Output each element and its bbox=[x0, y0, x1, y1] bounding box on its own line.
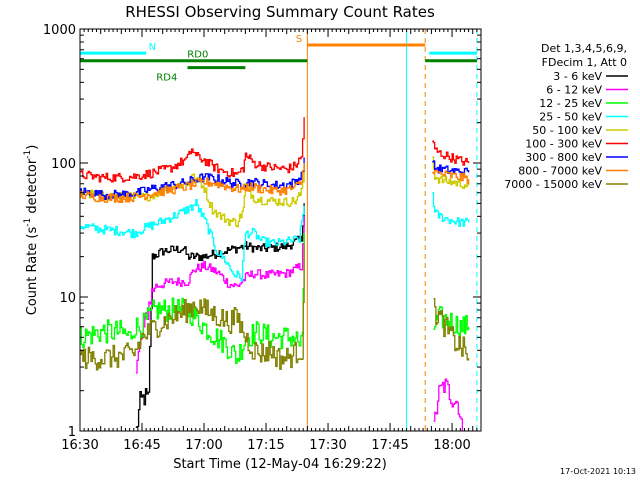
y-tick-label: 100 bbox=[51, 157, 76, 172]
x-axis: 16:30 16:45 17:00 17:15 17:30 17:45 18:00 bbox=[61, 29, 478, 453]
series-line bbox=[135, 203, 305, 428]
series-line bbox=[80, 117, 305, 183]
x-tick-label: 18:00 bbox=[433, 438, 470, 453]
x-tick-label: 16:30 bbox=[61, 438, 98, 453]
series-line bbox=[432, 156, 470, 190]
series-line bbox=[432, 160, 470, 178]
series-line bbox=[433, 378, 464, 431]
legend-label: 800 - 7000 keV bbox=[518, 165, 602, 178]
flag-label-n: N bbox=[149, 42, 156, 53]
series-line bbox=[432, 140, 470, 166]
legend: Det 1,3,4,5,6,9,FDecim 1, Att 03 - 6 keV… bbox=[504, 42, 628, 191]
legend-header: Det 1,3,4,5,6,9, bbox=[541, 42, 627, 55]
y-tick-label: 1 bbox=[68, 425, 76, 440]
series-lines bbox=[80, 117, 470, 431]
y-axis-label: Count Rate (s-1 detector-1) bbox=[23, 145, 40, 316]
flag-label-rd4: RD4 bbox=[156, 73, 177, 84]
legend-label: 300 - 800 keV bbox=[525, 151, 602, 164]
x-tick-label: 17:45 bbox=[371, 438, 408, 453]
series-line bbox=[433, 305, 470, 339]
series-line bbox=[432, 192, 470, 227]
legend-label: 50 - 100 keV bbox=[532, 124, 602, 137]
y-axis: 1 10 100 1000 bbox=[43, 23, 481, 440]
y-tick-label: 10 bbox=[59, 291, 76, 306]
legend-label: 3 - 6 keV bbox=[553, 70, 602, 83]
y-tick-label: 1000 bbox=[43, 23, 76, 38]
x-tick-label: 16:45 bbox=[123, 438, 160, 453]
x-tick-label: 17:30 bbox=[309, 438, 346, 453]
chart-title: RHESSI Observing Summary Count Rates bbox=[125, 3, 435, 21]
x-axis-label: Start Time (12-May-04 16:29:22) bbox=[173, 457, 387, 472]
x-tick-label: 17:00 bbox=[185, 438, 222, 453]
series-line bbox=[80, 169, 305, 228]
series-line bbox=[433, 298, 470, 361]
series-line bbox=[432, 169, 470, 184]
series-line bbox=[80, 163, 305, 203]
series-line bbox=[80, 243, 305, 371]
legend-label: 12 - 25 keV bbox=[539, 97, 602, 110]
flag-label-s: S bbox=[296, 34, 302, 45]
footer-date: 17-Oct-2021 10:13 bbox=[560, 467, 636, 476]
legend-header: FDecim 1, Att 0 bbox=[542, 56, 627, 69]
series-line bbox=[80, 199, 305, 282]
plot-frame bbox=[79, 28, 482, 432]
legend-label: 25 - 50 keV bbox=[539, 111, 602, 124]
legend-label: 6 - 12 keV bbox=[546, 84, 602, 97]
legend-label: 100 - 300 keV bbox=[525, 138, 602, 151]
series-line bbox=[135, 216, 305, 374]
legend-label: 7000 - 15000 keV bbox=[504, 178, 602, 191]
flag-label-rd0: RD0 bbox=[187, 50, 208, 61]
x-tick-label: 17:15 bbox=[247, 438, 284, 453]
